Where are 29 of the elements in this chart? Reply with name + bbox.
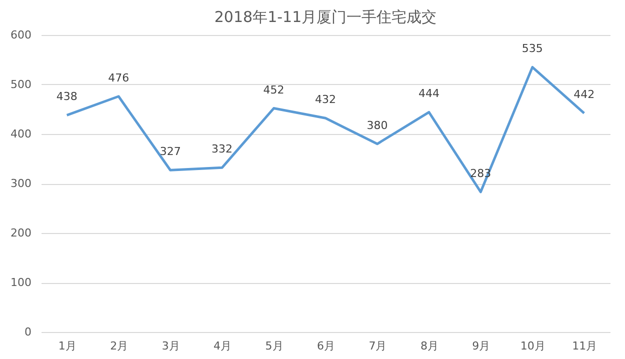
y-tick-label: 0 xyxy=(24,326,32,338)
y-tick-label: 400 xyxy=(10,128,32,140)
x-tick-label: 2月 xyxy=(110,340,128,352)
x-tick-label: 4月 xyxy=(214,340,232,352)
data-label: 452 xyxy=(263,83,284,96)
data-label: 442 xyxy=(574,88,595,102)
data-label: 327 xyxy=(160,145,181,158)
y-tick-label: 500 xyxy=(10,78,32,91)
x-tick-label: 1月 xyxy=(58,340,76,352)
y-tick-label: 600 xyxy=(10,28,32,42)
x-tick-label: 10月 xyxy=(520,340,546,352)
data-label: 444 xyxy=(418,87,440,100)
x-tick-label: 9月 xyxy=(472,340,490,352)
data-label: 476 xyxy=(108,71,130,84)
data-label: 535 xyxy=(522,42,543,56)
x-tick-label: 7月 xyxy=(368,340,387,352)
data-label: 438 xyxy=(56,90,78,104)
x-tick-label: 6月 xyxy=(317,340,335,352)
x-tick-label: 11月 xyxy=(572,340,598,352)
data-label: 332 xyxy=(212,142,233,156)
x-tick-label: 3月 xyxy=(162,340,180,352)
y-tick-label: 300 xyxy=(10,177,32,190)
chart-title: 2018年1-11月厦门一手住宅成交 xyxy=(214,8,437,26)
data-label: 380 xyxy=(366,118,388,132)
data-label: 432 xyxy=(315,93,336,106)
y-tick-label: 100 xyxy=(10,276,32,289)
x-tick-label: 5月 xyxy=(265,340,284,352)
x-tick-label: 8月 xyxy=(420,340,438,352)
y-tick-label: 200 xyxy=(10,226,32,240)
